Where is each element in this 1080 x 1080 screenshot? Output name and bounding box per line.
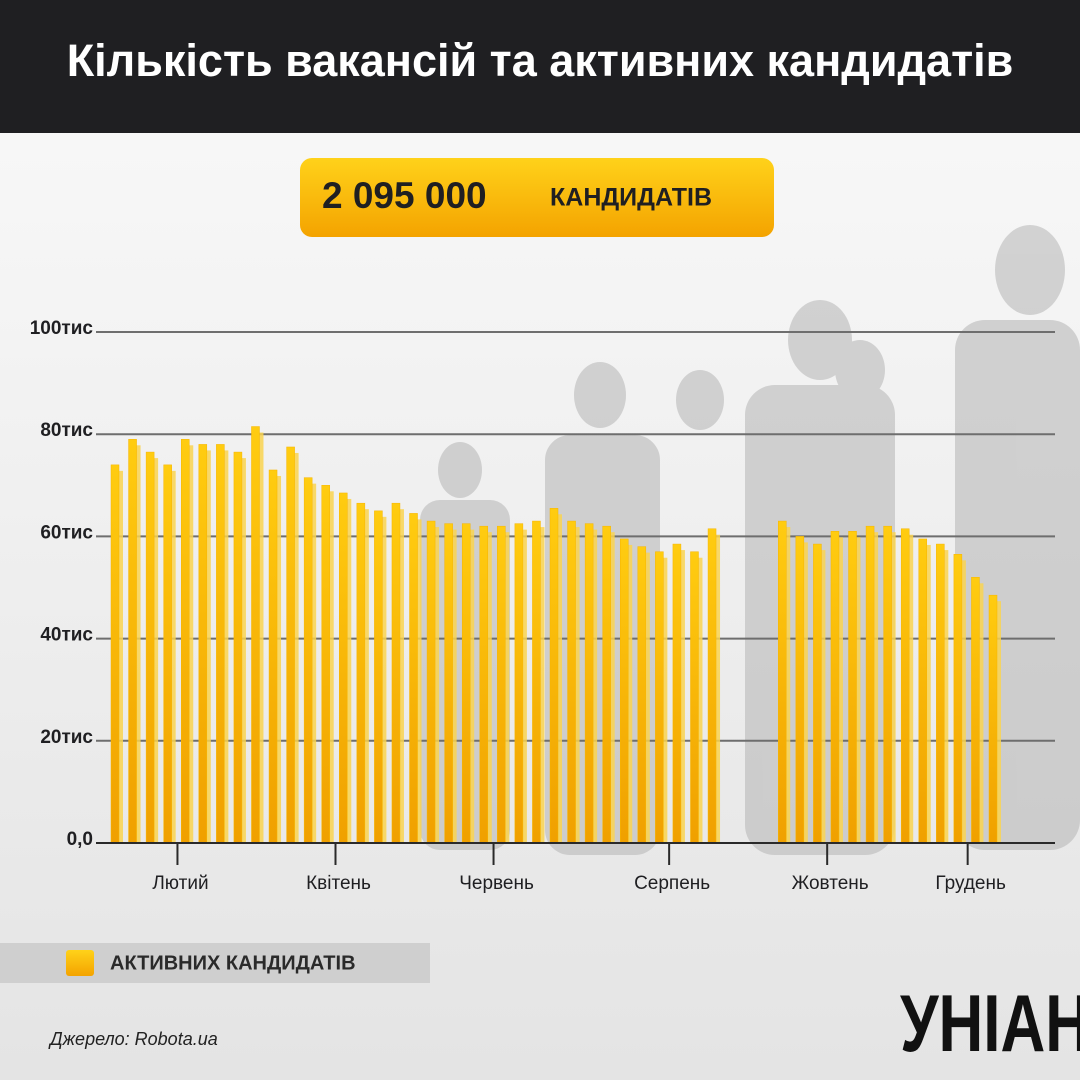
bar — [584, 523, 594, 844]
legend-swatch — [66, 950, 94, 976]
bar — [672, 543, 682, 844]
bar — [303, 477, 313, 844]
bar — [690, 551, 699, 844]
bar — [479, 525, 489, 844]
y-tick-label: 0,0 — [67, 829, 93, 850]
x-tick-label: Квітень — [306, 873, 371, 894]
bar — [918, 538, 928, 844]
bar — [953, 554, 963, 844]
bar — [180, 439, 190, 844]
bar — [514, 523, 524, 844]
x-tick-label: Серпень — [634, 873, 710, 894]
x-tick-label: Лютий — [152, 873, 208, 894]
bar — [532, 520, 541, 844]
bar — [128, 439, 137, 844]
bar — [619, 538, 629, 844]
bar — [321, 485, 330, 844]
bar — [497, 525, 506, 844]
header — [0, 0, 1080, 133]
bar — [391, 502, 401, 844]
bar — [567, 520, 576, 844]
bar — [549, 508, 559, 844]
legend-label: АКТИВНИХ КАНДИДАТІВ — [110, 952, 356, 974]
y-tick-label: 100тис — [30, 318, 94, 339]
badge-number: 2 095 000 — [322, 175, 487, 216]
y-tick-label: 40тис — [40, 625, 93, 646]
bar — [655, 551, 664, 844]
bar — [233, 451, 243, 844]
bar — [426, 520, 436, 844]
bar — [848, 531, 857, 844]
y-tick-label: 20тис — [40, 727, 93, 748]
bar — [707, 528, 717, 844]
bar — [778, 520, 787, 844]
bar — [216, 444, 225, 844]
bar — [865, 525, 875, 844]
bar — [795, 536, 805, 844]
bar — [268, 469, 278, 844]
source: Джерело: Robota.ua — [48, 1029, 218, 1049]
x-tick-label: Жовтень — [792, 873, 869, 894]
bar — [339, 492, 348, 844]
bar — [971, 577, 980, 844]
badge-label: КАНДИДАТІВ — [550, 184, 712, 212]
bar — [936, 543, 945, 844]
bar — [883, 525, 892, 844]
bar — [444, 523, 453, 844]
title: Кількість вакансій та активних кандидаті… — [67, 35, 1014, 86]
bar — [813, 543, 822, 844]
badge — [300, 158, 774, 237]
bar — [602, 525, 611, 844]
bar — [830, 531, 840, 844]
y-tick-label: 60тис — [40, 522, 93, 543]
bar — [637, 546, 647, 844]
bar — [198, 444, 208, 844]
bar — [409, 513, 418, 844]
bar — [900, 528, 910, 844]
plot: 0,0 20тис 40тис 60тис 80тис 100тис Лютий Квітен… — [30, 318, 1055, 894]
bar — [356, 502, 366, 844]
bar — [374, 510, 383, 844]
bar — [163, 464, 172, 844]
bar — [286, 446, 295, 844]
bar — [461, 523, 471, 844]
bar — [110, 464, 120, 844]
bar — [145, 451, 155, 844]
y-tick-label: 80тис — [40, 420, 93, 441]
bar — [251, 426, 260, 844]
logo: УНІАН — [900, 979, 1080, 1069]
bar — [988, 594, 998, 844]
x-tick-label: Грудень — [935, 873, 1006, 894]
x-tick-label: Червень — [459, 873, 534, 894]
